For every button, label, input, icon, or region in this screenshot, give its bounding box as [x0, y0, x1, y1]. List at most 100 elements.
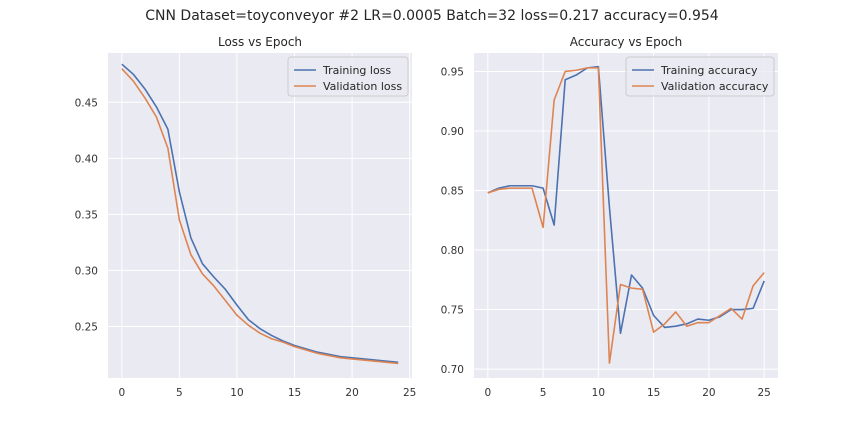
loss-validation-loss-point: [155, 116, 157, 118]
accuracy-validation-accuracy-point: [664, 323, 666, 325]
loss-training-loss-point: [167, 128, 169, 130]
accuracy-x-tick-label: 25: [757, 387, 770, 399]
accuracy-validation-accuracy-point: [619, 284, 621, 286]
accuracy-training-accuracy-point: [619, 332, 621, 334]
accuracy-validation-accuracy-point: [520, 187, 522, 189]
loss-validation-loss-point: [282, 341, 284, 343]
accuracy-validation-accuracy-point: [631, 287, 633, 289]
accuracy-validation-accuracy-point: [653, 331, 655, 333]
loss-y-tick-label: 0.30: [75, 265, 98, 277]
accuracy-validation-accuracy-point: [487, 192, 489, 194]
accuracy-training-accuracy-point: [653, 315, 655, 317]
loss-training-loss-point: [121, 63, 123, 65]
accuracy-y-tick-label: 0.85: [441, 186, 464, 198]
loss-training-loss-point: [247, 319, 249, 321]
accuracy-training-accuracy-point: [564, 79, 566, 81]
accuracy-legend-box: [625, 56, 775, 97]
accuracy-validation-accuracy-point: [597, 67, 599, 69]
loss-plot-area: [108, 53, 412, 378]
loss-legend-label-training-loss: Training loss: [322, 64, 391, 77]
accuracy-validation-accuracy-point: [498, 188, 500, 190]
loss-chart: 0 5 10 15 20 25 0.25 0.30 0.35 0.40 0.45 Loss vs Ep…: [75, 35, 417, 399]
accuracy-training-accuracy-point: [631, 274, 633, 276]
accuracy-validation-accuracy-point: [741, 318, 743, 320]
accuracy-x-tick-label: 10: [592, 387, 605, 399]
accuracy-validation-accuracy-point: [675, 311, 677, 313]
loss-training-loss-point: [178, 191, 180, 193]
loss-validation-loss-point: [363, 359, 365, 361]
loss-validation-loss-point: [121, 68, 123, 70]
accuracy-legend-label-validation-accuracy: Validation accuracy: [661, 80, 769, 93]
loss-y-tick-label: 0.35: [75, 209, 98, 221]
accuracy-training-accuracy-point: [741, 309, 743, 311]
accuracy-validation-accuracy-point: [752, 285, 754, 287]
loss-validation-loss-point: [190, 254, 192, 256]
accuracy-validation-accuracy-point: [686, 325, 688, 327]
loss-chart-title: Loss vs Epoch: [218, 35, 302, 49]
accuracy-training-accuracy-point: [542, 187, 544, 189]
accuracy-legend-label-training-accuracy: Training accuracy: [660, 64, 758, 77]
loss-training-loss-point: [155, 106, 157, 108]
accuracy-validation-accuracy-point: [763, 272, 765, 274]
loss-validation-loss-point: [259, 332, 261, 334]
loss-x-tick-label: 0: [118, 387, 125, 399]
accuracy-validation-accuracy-point: [730, 307, 732, 309]
loss-validation-loss-point: [213, 285, 215, 287]
accuracy-validation-accuracy-point: [564, 70, 566, 72]
accuracy-validation-accuracy-point: [531, 187, 533, 189]
loss-validation-loss-point: [397, 362, 399, 364]
loss-validation-loss-line: [121, 68, 399, 365]
accuracy-training-accuracy-point: [675, 325, 677, 327]
loss-validation-loss-point: [236, 314, 238, 316]
accuracy-y-tick-label: 0.70: [441, 364, 464, 376]
loss-validation-loss-point: [178, 219, 180, 221]
loss-validation-loss-point: [317, 352, 319, 354]
loss-training-loss-line: [121, 63, 399, 364]
loss-validation-loss-point: [271, 338, 273, 340]
loss-legend: Training loss Validation loss: [287, 56, 409, 97]
loss-legend-box: [287, 56, 409, 97]
loss-validation-loss-point: [386, 361, 388, 363]
figure-suptitle: CNN Dataset=toyconveyor #2 LR=0.0005 Bat…: [145, 8, 719, 24]
loss-validation-loss-point: [201, 273, 203, 275]
loss-y-tick-label: 0.45: [75, 97, 98, 109]
loss-validation-loss-point: [328, 355, 330, 357]
accuracy-validation-accuracy-point: [708, 322, 710, 324]
loss-x-tick-label: 10: [230, 387, 243, 399]
accuracy-chart: 0 5 10 15 20 25 0.70 0.75 0.80 0.85 0.90 0.95 Accura…: [441, 35, 778, 399]
accuracy-y-tick-label: 0.75: [441, 305, 464, 317]
loss-validation-loss-point: [374, 360, 376, 362]
loss-training-loss-point: [190, 237, 192, 239]
loss-validation-loss-point: [351, 358, 353, 360]
loss-legend-label-validation-loss: Validation loss: [323, 80, 402, 93]
loss-training-loss-point: [201, 263, 203, 265]
accuracy-training-accuracy-point: [608, 206, 610, 208]
accuracy-validation-accuracy-point: [509, 187, 511, 189]
accuracy-validation-accuracy-point: [575, 69, 577, 71]
accuracy-training-accuracy-point: [752, 307, 754, 309]
loss-validation-loss-point: [132, 80, 134, 82]
accuracy-plot-area: [474, 53, 778, 378]
accuracy-training-accuracy-point: [509, 185, 511, 187]
loss-y-tick-label: 0.25: [75, 321, 98, 333]
accuracy-training-accuracy-point: [697, 318, 699, 320]
loss-validation-loss-point: [144, 97, 146, 99]
accuracy-y-tick-label: 0.95: [441, 66, 464, 78]
loss-training-loss-point: [236, 304, 238, 306]
loss-x-tick-label: 25: [403, 387, 416, 399]
accuracy-validation-accuracy-point: [697, 322, 699, 324]
accuracy-validation-accuracy-point: [642, 288, 644, 290]
accuracy-validation-accuracy-point: [542, 226, 544, 228]
loss-training-loss-point: [271, 334, 273, 336]
loss-y-tick-label: 0.40: [75, 153, 98, 165]
accuracy-training-accuracy-point: [763, 280, 765, 282]
loss-training-loss-point: [144, 88, 146, 90]
accuracy-training-accuracy-point: [664, 326, 666, 328]
accuracy-validation-accuracy-point: [553, 99, 555, 101]
loss-training-loss-point: [259, 328, 261, 330]
loss-validation-loss-point: [305, 349, 307, 351]
accuracy-x-tick-label: 0: [484, 387, 491, 399]
loss-training-loss-point: [213, 276, 215, 278]
loss-x-tick-label: 5: [176, 387, 183, 399]
